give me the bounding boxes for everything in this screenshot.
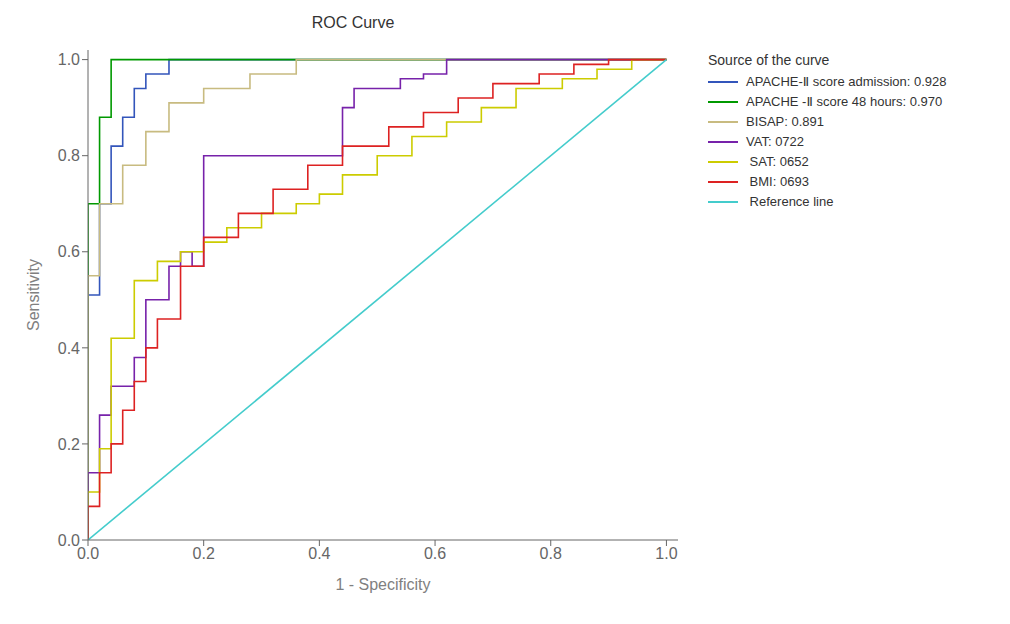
svg-text:Sensitivity: Sensitivity [25, 259, 42, 331]
svg-text:0.2: 0.2 [193, 545, 215, 562]
svg-text:0.0: 0.0 [77, 545, 99, 562]
html-text:APACHE-Ⅱ score admission: 0.92: APACHE-Ⅱ score admission: 0.928 [746, 74, 947, 89]
html-text:SAT: 0652: SAT: 0652 [746, 154, 809, 169]
svg-text:0.2: 0.2 [58, 436, 80, 453]
html-text:BISAP: 0.891: BISAP: 0.891 [746, 114, 825, 129]
html-text:Source of the curve: Source of the curve [708, 52, 830, 68]
svg-text:1 - Specificity: 1 - Specificity [335, 576, 430, 593]
svg-text:0.4: 0.4 [58, 340, 80, 357]
html-text:ROC Curve: ROC Curve [311, 14, 395, 31]
svg-text:0.0: 0.0 [58, 532, 80, 549]
svg-text:1.0: 1.0 [58, 51, 80, 68]
html-text:BMI: 0693: BMI: 0693 [746, 174, 809, 189]
svg-text:0.6: 0.6 [58, 243, 80, 260]
svg-text:0.6: 0.6 [424, 545, 446, 562]
html-text:APACHE -Ⅱ score 48 hours: 0.97: APACHE -Ⅱ score 48 hours: 0.970 [746, 94, 943, 109]
html-text:VAT: 0722: VAT: 0722 [746, 134, 805, 149]
html-text:Reference line: Reference line [746, 194, 834, 209]
svg-text:0.8: 0.8 [540, 545, 562, 562]
svg-text:0.8: 0.8 [58, 147, 80, 164]
svg-text:1.0: 1.0 [655, 545, 677, 562]
svg-text:0.4: 0.4 [308, 545, 330, 562]
